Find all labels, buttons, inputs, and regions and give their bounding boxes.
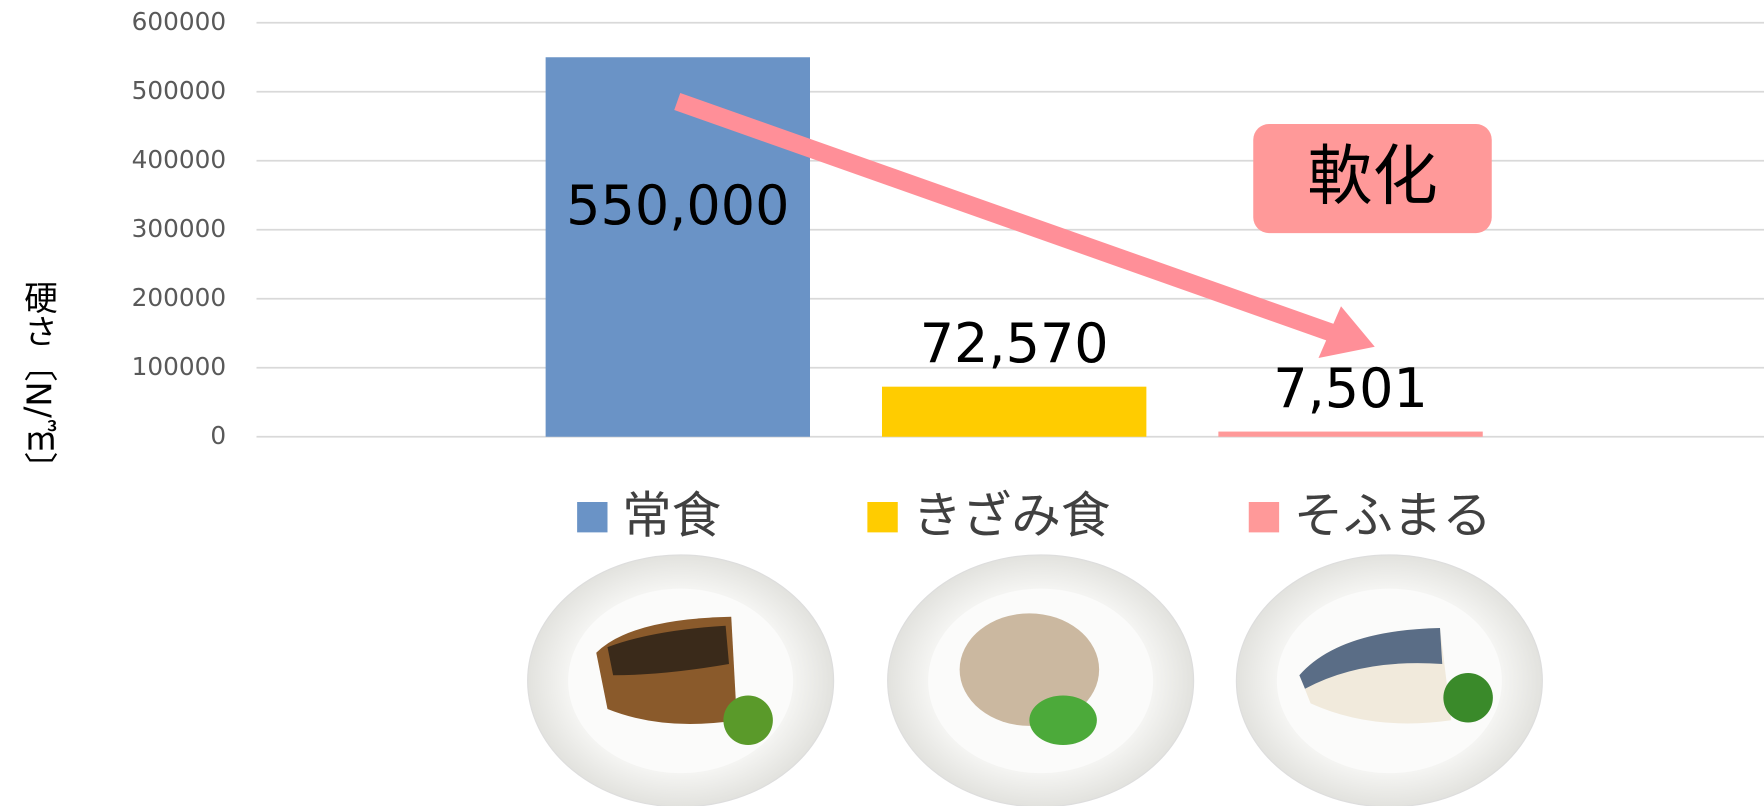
y-axis-label: 硬さ〔N/㎥〕 [19,280,58,485]
plate [1235,554,1543,806]
legend-label: きざみ食 [912,486,1110,544]
bar [1218,431,1483,437]
plate [887,554,1195,806]
trend-arrow [674,93,1337,342]
y-axis-title: 硬さ〔N/㎥〕 [19,280,58,485]
food-photos [527,554,1543,806]
y-tick-label: 0 [210,421,226,450]
bar [545,57,810,437]
legend-label: 常食 [622,486,721,544]
y-tick-label: 500000 [132,76,226,105]
legend-swatch [1248,502,1280,533]
legend-swatch [867,502,898,533]
arrow-head [1318,306,1375,358]
y-tick-label: 200000 [132,283,226,312]
annotation: 軟化 [1307,138,1438,214]
legend-label: そふまる [1294,486,1492,544]
legend-swatch [577,502,608,533]
y-tick-label: 300000 [132,214,226,243]
value-label: 72,570 [920,312,1109,375]
annotation-box [1253,124,1492,234]
bar [882,386,1147,437]
value-label: 550,000 [566,174,789,237]
y-tick-label: 400000 [132,145,226,174]
value-label: 7,501 [1273,357,1428,420]
y-tick-label: 100000 [132,352,226,381]
plate [527,554,835,806]
y-tick-label: 600000 [132,7,226,36]
